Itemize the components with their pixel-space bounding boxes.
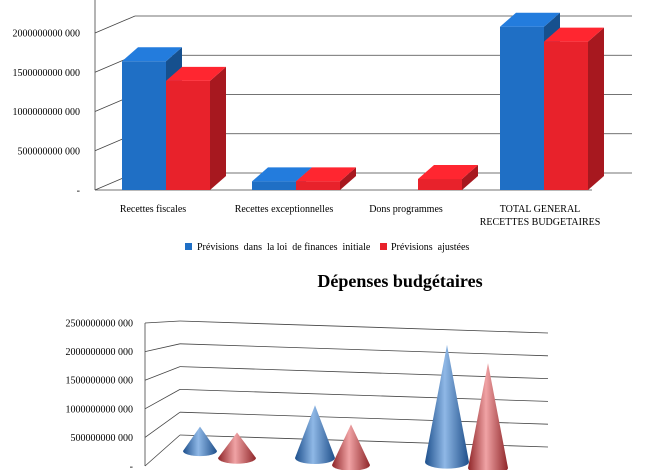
legend-swatch-initiale bbox=[185, 243, 192, 250]
gridline-diagonal bbox=[144, 389, 181, 410]
cone-body bbox=[183, 426, 217, 457]
bar-ajustees bbox=[418, 165, 478, 190]
cone-blue bbox=[295, 405, 335, 464]
gridline-diagonal bbox=[144, 411, 181, 438]
gridline-diagonal bbox=[144, 366, 181, 381]
depenses-chart: - 500000000 000 1000000000 000 1500000000 0… bbox=[66, 319, 549, 470]
cone-body bbox=[295, 405, 335, 464]
cone-body bbox=[425, 344, 469, 469]
cone-body bbox=[468, 363, 508, 470]
y-tick-label: 500000000 000 bbox=[18, 146, 81, 157]
gridline-diagonal bbox=[144, 343, 181, 352]
bar-top bbox=[296, 167, 356, 182]
gridline bbox=[179, 343, 549, 357]
bar-front bbox=[296, 181, 340, 190]
y-tick-label: 2000000000 000 bbox=[13, 29, 81, 40]
bar-side bbox=[210, 66, 226, 190]
cone-red bbox=[332, 424, 370, 470]
bar-top bbox=[418, 165, 478, 180]
cone-body bbox=[332, 424, 370, 470]
depenses-chart-title: Dépenses budgétaires bbox=[317, 271, 482, 291]
depenses-cones bbox=[183, 344, 508, 470]
cone-red bbox=[218, 432, 256, 464]
bar-front bbox=[166, 80, 210, 190]
x-category-label: RECETTES BUDGETAIRES bbox=[480, 217, 601, 228]
gridline-diagonal bbox=[144, 320, 181, 324]
y-tick-label: 500000000 000 bbox=[71, 433, 134, 444]
y-tick-label: 1000000000 000 bbox=[13, 107, 81, 118]
bar-top bbox=[500, 12, 560, 27]
legend-label-initiale: Prévisions dans la loi de finances initi… bbox=[197, 242, 371, 253]
cone-blue bbox=[183, 426, 217, 457]
y-tick-label: 1500000000 000 bbox=[13, 68, 81, 79]
gridline bbox=[179, 320, 549, 334]
bar-front bbox=[544, 41, 588, 191]
x-category-label: Recettes exceptionnelles bbox=[235, 204, 334, 215]
recettes-x-axis: Recettes fiscales Recettes exceptionnelle… bbox=[120, 204, 600, 228]
recettes-chart: - 500000000 000 1000000000 000 1500000000 0… bbox=[13, 0, 632, 253]
depenses-y-axis: - 500000000 000 1000000000 000 1500000000 0… bbox=[66, 319, 134, 470]
x-category-label: Dons programmes bbox=[369, 204, 443, 215]
y-tick-label: - bbox=[77, 186, 80, 197]
bar-front bbox=[122, 61, 166, 191]
y-tick-label: - bbox=[130, 462, 133, 470]
legend-swatch-ajustees bbox=[380, 243, 387, 250]
x-category-label: TOTAL GENERAL bbox=[500, 204, 581, 215]
y-tick-label: 2500000000 000 bbox=[66, 319, 134, 330]
bar-side bbox=[462, 165, 478, 190]
y-tick-label: 1500000000 000 bbox=[66, 376, 134, 387]
gridline bbox=[179, 366, 549, 379]
bar-top bbox=[252, 167, 312, 182]
gridline-diagonal bbox=[144, 434, 181, 467]
cone-body bbox=[218, 432, 256, 464]
bar-top bbox=[122, 47, 182, 62]
bar-top bbox=[166, 66, 226, 81]
x-category-label: Recettes fiscales bbox=[120, 204, 186, 215]
bar-ajustees bbox=[296, 167, 356, 190]
gridline-diagonal bbox=[94, 15, 136, 34]
legend-label-ajustees: Prévisions ajustées bbox=[391, 242, 469, 253]
y-tick-label: 2000000000 000 bbox=[66, 347, 134, 358]
bar-side bbox=[340, 167, 356, 190]
bar-front bbox=[418, 179, 462, 190]
y-tick-label: 1000000000 000 bbox=[66, 404, 134, 415]
bar-front bbox=[252, 181, 296, 190]
bar-side bbox=[588, 27, 604, 191]
bar-front bbox=[500, 26, 544, 190]
cone-red bbox=[468, 363, 508, 470]
bar-top bbox=[544, 27, 604, 42]
cone-blue bbox=[425, 344, 469, 469]
recettes-legend: Prévisions dans la loi de finances initi… bbox=[185, 242, 469, 253]
bar-ajustees bbox=[544, 27, 604, 191]
recettes-bars bbox=[122, 12, 604, 191]
recettes-y-axis: - 500000000 000 1000000000 000 1500000000 0… bbox=[13, 0, 81, 197]
bar-ajustees bbox=[166, 66, 226, 190]
